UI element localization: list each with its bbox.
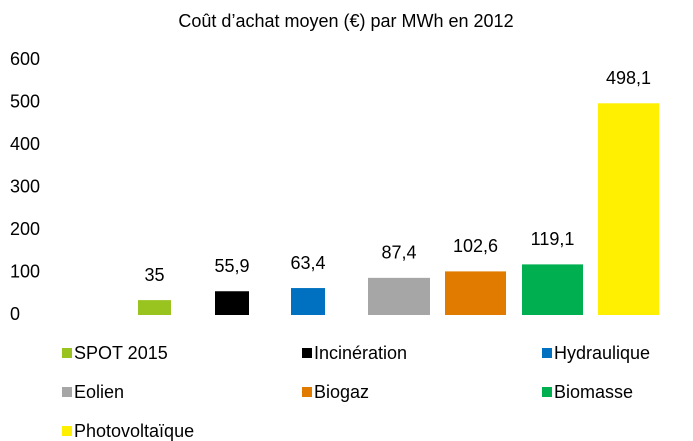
chart-title: Coût d’achat moyen (€) par MWh en 2012 xyxy=(178,11,513,31)
bar xyxy=(598,103,659,316)
y-tick-label: 300 xyxy=(10,176,40,196)
data-label: 63,4 xyxy=(290,253,325,273)
legend-label: Photovoltaïque xyxy=(74,421,194,441)
legend-swatch xyxy=(62,426,72,436)
legend-swatch xyxy=(62,387,72,397)
bar xyxy=(138,300,171,315)
legend-label: Biogaz xyxy=(314,382,369,402)
legend-swatch xyxy=(302,387,312,397)
bar xyxy=(368,277,430,315)
legend-swatch xyxy=(62,348,72,358)
data-label: 35 xyxy=(144,265,164,285)
y-tick-label: 100 xyxy=(10,261,40,281)
legend-label: SPOT 2015 xyxy=(74,343,168,363)
legend-label: Eolien xyxy=(74,382,124,402)
y-tick-label: 500 xyxy=(10,91,40,111)
bar xyxy=(445,271,506,315)
legend-label: Biomasse xyxy=(554,382,633,402)
data-label: 87,4 xyxy=(381,243,416,263)
legend-label: Incinération xyxy=(314,343,407,363)
y-tick-label: 200 xyxy=(10,219,40,239)
data-label: 498,1 xyxy=(606,68,651,88)
legend-swatch xyxy=(302,348,312,358)
y-tick-label: 600 xyxy=(10,49,40,69)
legend-swatch xyxy=(542,348,552,358)
bar xyxy=(291,288,325,315)
data-label: 55,9 xyxy=(214,256,249,276)
bar xyxy=(522,264,583,315)
data-label: 102,6 xyxy=(453,236,498,256)
y-tick-label: 0 xyxy=(10,304,20,324)
legend-swatch xyxy=(542,387,552,397)
legend-label: Hydraulique xyxy=(554,343,650,363)
data-label: 119,1 xyxy=(531,229,575,249)
y-tick-label: 400 xyxy=(10,134,40,154)
bar xyxy=(215,291,249,315)
